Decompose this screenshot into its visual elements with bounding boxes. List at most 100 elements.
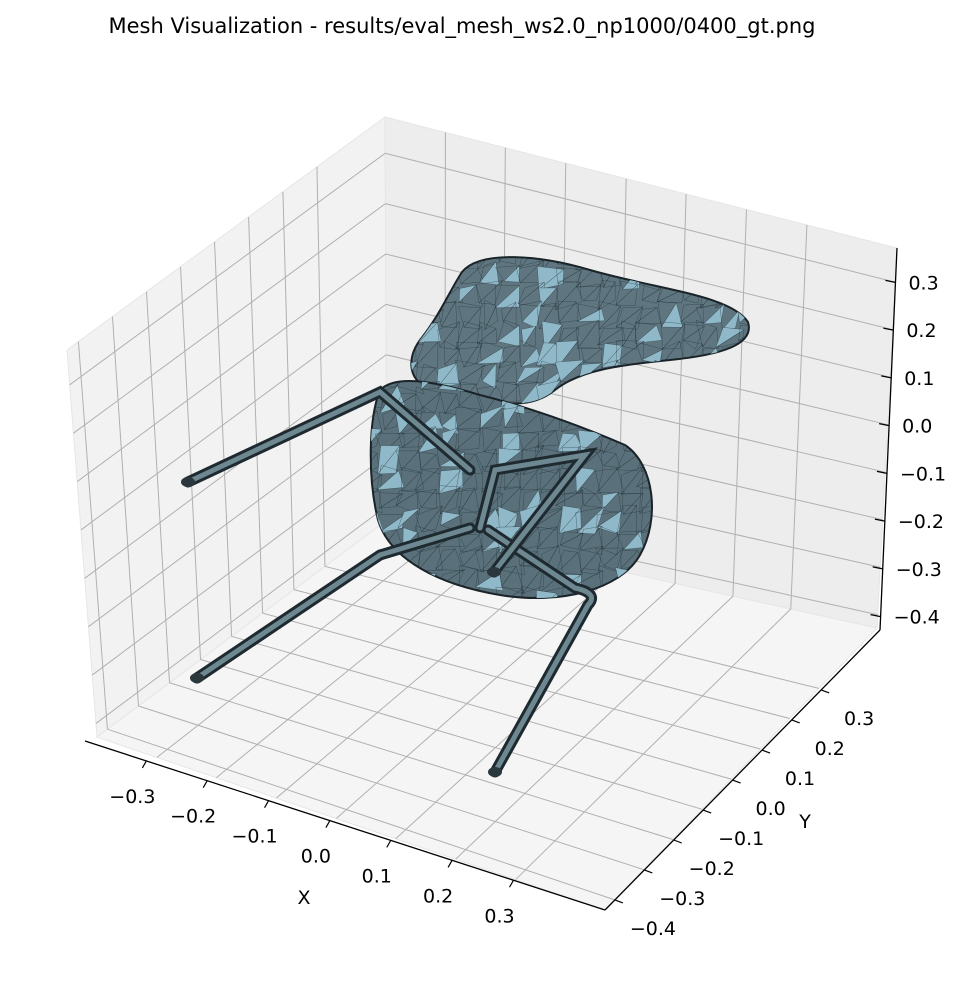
mesh-triangle — [444, 393, 460, 415]
x-tick-label: 0.0 — [301, 846, 331, 868]
mesh-triangle — [534, 507, 564, 530]
mesh-triangle — [370, 452, 379, 475]
z-tick-mark — [872, 566, 883, 570]
mesh-triangle — [577, 319, 601, 349]
mesh-triangle — [521, 565, 545, 594]
mesh-triangle — [715, 329, 745, 348]
grid-line — [84, 354, 387, 579]
z-tick-label: −0.2 — [898, 511, 944, 533]
foot-cap — [488, 767, 502, 777]
grid-line — [515, 608, 792, 880]
grid-line — [138, 705, 645, 871]
x-tick-label: 0.1 — [362, 865, 392, 887]
mesh-triangle — [580, 545, 604, 575]
mesh-triangle — [521, 465, 542, 491]
grid-line — [80, 303, 387, 531]
y-tick-mark — [761, 749, 771, 754]
grid-line — [169, 682, 674, 840]
mesh-triangle — [559, 532, 584, 550]
mesh-triangle — [597, 280, 616, 311]
grid-line — [91, 455, 387, 676]
mesh-triangle — [702, 303, 725, 325]
grid-line — [111, 316, 139, 707]
mesh-triangle — [416, 545, 444, 572]
mesh-triangle — [495, 361, 518, 384]
mesh-triangle — [420, 453, 443, 476]
mesh-triangle — [459, 534, 483, 553]
mesh-triangle — [503, 467, 522, 490]
mesh-triangle — [603, 453, 621, 468]
mesh-triangle — [503, 264, 520, 283]
mesh-triangle — [395, 491, 419, 514]
mesh-triangle — [435, 548, 464, 572]
mesh-triangle — [379, 492, 404, 509]
mesh-triangle — [482, 493, 503, 515]
chart-title: Mesh Visualization - results/eval_mesh_w… — [109, 14, 816, 39]
mesh-triangle — [557, 269, 582, 284]
y-tick-label: 0.3 — [844, 708, 874, 730]
mesh-triangle — [499, 257, 517, 265]
mesh-triangle — [370, 429, 383, 453]
mesh-triangle — [540, 287, 559, 307]
y-tick-label: 0.0 — [755, 798, 785, 820]
grid-line — [395, 583, 676, 840]
mesh-triangle — [683, 288, 699, 304]
x-tick-mark — [202, 780, 208, 789]
mesh-triangle — [536, 430, 560, 447]
mesh-triangle — [634, 307, 662, 324]
grid-line — [385, 203, 893, 331]
mesh-triangle — [401, 471, 425, 492]
mesh-triangle — [420, 380, 441, 391]
mesh-triangle — [411, 360, 419, 389]
x-tick-mark — [447, 860, 453, 868]
mesh-triangle — [420, 380, 441, 391]
mesh-triangle — [438, 468, 464, 495]
mesh-triangle — [520, 347, 542, 368]
x-ticks: −0.3 −0.2 −0.1 0.0 0.1 0.2 0.3 — [109, 760, 515, 927]
mesh-triangle — [418, 321, 442, 343]
mesh-triangle — [377, 444, 401, 475]
mesh-triangle — [454, 326, 483, 350]
z-axis-line — [879, 247, 898, 631]
mesh-triangle — [504, 406, 523, 429]
mesh-triangle — [462, 544, 484, 573]
grid-line — [231, 635, 732, 780]
x-tick-mark — [264, 800, 270, 808]
mesh-triangle — [538, 268, 565, 290]
x-tick-label: −0.1 — [231, 826, 277, 848]
mesh-triangle — [738, 324, 749, 342]
mesh-triangle — [481, 362, 497, 390]
mesh-triangle — [459, 390, 483, 415]
mesh-triangle — [602, 533, 620, 556]
foot-cap — [190, 673, 204, 683]
mesh-triangle — [501, 565, 525, 595]
z-tick-label: −0.1 — [900, 463, 946, 485]
mesh-triangle — [596, 510, 622, 535]
mesh-triangle — [620, 465, 644, 495]
chair-legs — [181, 385, 598, 778]
mesh-triangle — [518, 257, 540, 269]
mesh-triangle — [520, 585, 541, 599]
mesh-triangle — [622, 324, 638, 350]
grid-line — [335, 570, 619, 819]
mesh-triangle — [455, 408, 482, 433]
y-tick-label: −0.4 — [630, 918, 676, 940]
grid-line — [790, 224, 808, 610]
mesh-triangle — [601, 491, 622, 514]
mesh-triangle — [616, 504, 637, 535]
mesh-triangle — [484, 305, 498, 331]
y-tick-mark — [673, 839, 682, 844]
z-tick-mark — [876, 470, 888, 474]
y-tick-mark — [732, 779, 741, 784]
foot-cap — [487, 567, 501, 577]
mesh-triangle — [596, 468, 625, 494]
x-axis-label: X — [297, 887, 310, 909]
mesh-triangle — [458, 487, 479, 514]
mesh-triangle — [370, 488, 383, 513]
mesh-triangle — [497, 344, 521, 369]
mesh-triangle — [536, 526, 559, 550]
grid-line — [214, 241, 233, 637]
mesh-triangle — [522, 432, 540, 452]
mesh-triangle — [414, 391, 441, 415]
